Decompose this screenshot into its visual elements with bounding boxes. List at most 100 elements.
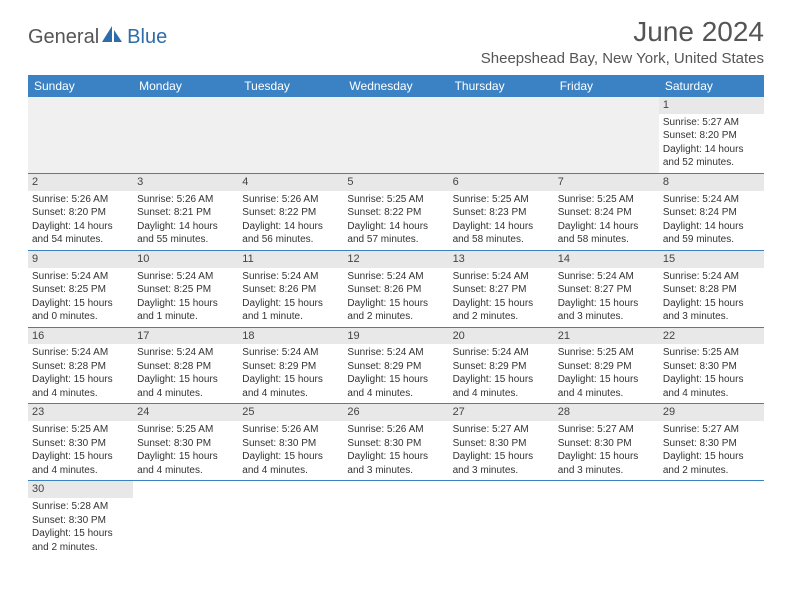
sunrise-text: Sunrise: 5:24 AM	[453, 346, 550, 360]
calendar-body: 1Sunrise: 5:27 AMSunset: 8:20 PMDaylight…	[28, 97, 764, 557]
daylight-text: Daylight: 15 hours and 4 minutes.	[137, 450, 234, 477]
calendar-cell-empty	[449, 97, 554, 174]
sunrise-text: Sunrise: 5:26 AM	[242, 423, 339, 437]
sunrise-text: Sunrise: 5:24 AM	[32, 270, 129, 284]
calendar-cell: 12Sunrise: 5:24 AMSunset: 8:26 PMDayligh…	[343, 251, 448, 328]
sunset-text: Sunset: 8:29 PM	[242, 360, 339, 374]
daylight-text: Daylight: 15 hours and 3 minutes.	[453, 450, 550, 477]
sunrise-text: Sunrise: 5:24 AM	[663, 270, 760, 284]
sunrise-text: Sunrise: 5:28 AM	[32, 500, 129, 514]
calendar-cell-empty	[238, 97, 343, 174]
calendar-cell-empty	[554, 97, 659, 174]
sunset-text: Sunset: 8:22 PM	[347, 206, 444, 220]
day-number: 3	[133, 174, 238, 191]
day-number: 4	[238, 174, 343, 191]
sunrise-text: Sunrise: 5:24 AM	[558, 270, 655, 284]
sunrise-text: Sunrise: 5:26 AM	[347, 423, 444, 437]
day-header: Friday	[554, 75, 659, 97]
sunset-text: Sunset: 8:30 PM	[663, 437, 760, 451]
sunrise-text: Sunrise: 5:26 AM	[137, 193, 234, 207]
sunrise-text: Sunrise: 5:24 AM	[137, 270, 234, 284]
daylight-text: Daylight: 15 hours and 1 minute.	[137, 297, 234, 324]
daylight-text: Daylight: 14 hours and 55 minutes.	[137, 220, 234, 247]
day-number: 9	[28, 251, 133, 268]
sunset-text: Sunset: 8:30 PM	[453, 437, 550, 451]
daylight-text: Daylight: 15 hours and 4 minutes.	[242, 373, 339, 400]
daylight-text: Daylight: 14 hours and 58 minutes.	[558, 220, 655, 247]
calendar-cell-empty	[343, 97, 448, 174]
calendar-cell: 5Sunrise: 5:25 AMSunset: 8:22 PMDaylight…	[343, 174, 448, 251]
day-number: 16	[28, 328, 133, 345]
calendar-cell: 22Sunrise: 5:25 AMSunset: 8:30 PMDayligh…	[659, 328, 764, 405]
sunrise-text: Sunrise: 5:25 AM	[347, 193, 444, 207]
sunrise-text: Sunrise: 5:24 AM	[663, 193, 760, 207]
sunrise-text: Sunrise: 5:27 AM	[663, 116, 760, 130]
sunset-text: Sunset: 8:30 PM	[242, 437, 339, 451]
sail-icon	[102, 26, 124, 49]
daylight-text: Daylight: 15 hours and 2 minutes.	[663, 450, 760, 477]
sunset-text: Sunset: 8:28 PM	[32, 360, 129, 374]
day-header: Sunday	[28, 75, 133, 97]
sunset-text: Sunset: 8:22 PM	[242, 206, 339, 220]
daylight-text: Daylight: 15 hours and 4 minutes.	[347, 373, 444, 400]
sunrise-text: Sunrise: 5:27 AM	[663, 423, 760, 437]
calendar-cell: 16Sunrise: 5:24 AMSunset: 8:28 PMDayligh…	[28, 328, 133, 405]
calendar-cell: 30 Sunrise: 5:28 AMSunset: 8:30 PMDayligh…	[28, 481, 133, 557]
day-number: 11	[238, 251, 343, 268]
daylight-text: Daylight: 14 hours and 59 minutes.	[663, 220, 760, 247]
sunset-text: Sunset: 8:29 PM	[558, 360, 655, 374]
daylight-text: Daylight: 15 hours and 3 minutes.	[558, 450, 655, 477]
day-number: 18	[238, 328, 343, 345]
calendar-cell-empty	[28, 97, 133, 174]
day-number: 24	[133, 404, 238, 421]
daylight-text: Daylight: 14 hours and 52 minutes.	[663, 143, 760, 170]
daylight-text: Daylight: 15 hours and 4 minutes.	[32, 373, 129, 400]
calendar-cell: 19Sunrise: 5:24 AMSunset: 8:29 PMDayligh…	[343, 328, 448, 405]
daylight-text: Daylight: 15 hours and 4 minutes.	[558, 373, 655, 400]
daylight-text: Daylight: 15 hours and 4 minutes.	[137, 373, 234, 400]
calendar-cell: 2Sunrise: 5:26 AMSunset: 8:20 PMDaylight…	[28, 174, 133, 251]
daylight-text: Daylight: 15 hours and 2 minutes.	[32, 527, 129, 554]
sunrise-text: Sunrise: 5:24 AM	[242, 270, 339, 284]
calendar-cell: 6Sunrise: 5:25 AMSunset: 8:23 PMDaylight…	[449, 174, 554, 251]
sunrise-text: Sunrise: 5:26 AM	[242, 193, 339, 207]
daylight-text: Daylight: 15 hours and 4 minutes.	[453, 373, 550, 400]
sunset-text: Sunset: 8:30 PM	[32, 514, 129, 528]
logo-text-blue: Blue	[127, 26, 167, 49]
header: General Blue June 2024 Sheepshead Bay, N…	[28, 16, 764, 67]
sunrise-text: Sunrise: 5:24 AM	[453, 270, 550, 284]
day-number: 15	[659, 251, 764, 268]
daylight-text: Daylight: 15 hours and 3 minutes.	[558, 297, 655, 324]
sunrise-text: Sunrise: 5:24 AM	[242, 346, 339, 360]
logo-text-general: General	[28, 26, 99, 49]
day-number: 27	[449, 404, 554, 421]
calendar-cell: 15Sunrise: 5:24 AMSunset: 8:28 PMDayligh…	[659, 251, 764, 328]
calendar-cell: 21Sunrise: 5:25 AMSunset: 8:29 PMDayligh…	[554, 328, 659, 405]
calendar-cell: 24Sunrise: 5:25 AMSunset: 8:30 PMDayligh…	[133, 404, 238, 481]
day-number: 30	[28, 481, 133, 498]
day-number: 10	[133, 251, 238, 268]
sunset-text: Sunset: 8:28 PM	[663, 283, 760, 297]
title-block: June 2024 Sheepshead Bay, New York, Unit…	[481, 16, 764, 67]
day-number: 2	[28, 174, 133, 191]
calendar-cell: 8Sunrise: 5:24 AMSunset: 8:24 PMDaylight…	[659, 174, 764, 251]
sunset-text: Sunset: 8:28 PM	[137, 360, 234, 374]
day-header: Monday	[133, 75, 238, 97]
daylight-text: Daylight: 15 hours and 4 minutes.	[242, 450, 339, 477]
sunset-text: Sunset: 8:23 PM	[453, 206, 550, 220]
day-number: 28	[554, 404, 659, 421]
sunrise-text: Sunrise: 5:25 AM	[453, 193, 550, 207]
sunset-text: Sunset: 8:29 PM	[347, 360, 444, 374]
sunrise-text: Sunrise: 5:27 AM	[453, 423, 550, 437]
calendar: SundayMondayTuesdayWednesdayThursdayFrid…	[28, 75, 764, 557]
calendar-cell: 26Sunrise: 5:26 AMSunset: 8:30 PMDayligh…	[343, 404, 448, 481]
day-number: 17	[133, 328, 238, 345]
day-number: 22	[659, 328, 764, 345]
day-number: 8	[659, 174, 764, 191]
sunset-text: Sunset: 8:20 PM	[32, 206, 129, 220]
sunset-text: Sunset: 8:24 PM	[558, 206, 655, 220]
day-number: 25	[238, 404, 343, 421]
calendar-cell-empty	[659, 481, 764, 557]
sunrise-text: Sunrise: 5:26 AM	[32, 193, 129, 207]
day-number: 6	[449, 174, 554, 191]
